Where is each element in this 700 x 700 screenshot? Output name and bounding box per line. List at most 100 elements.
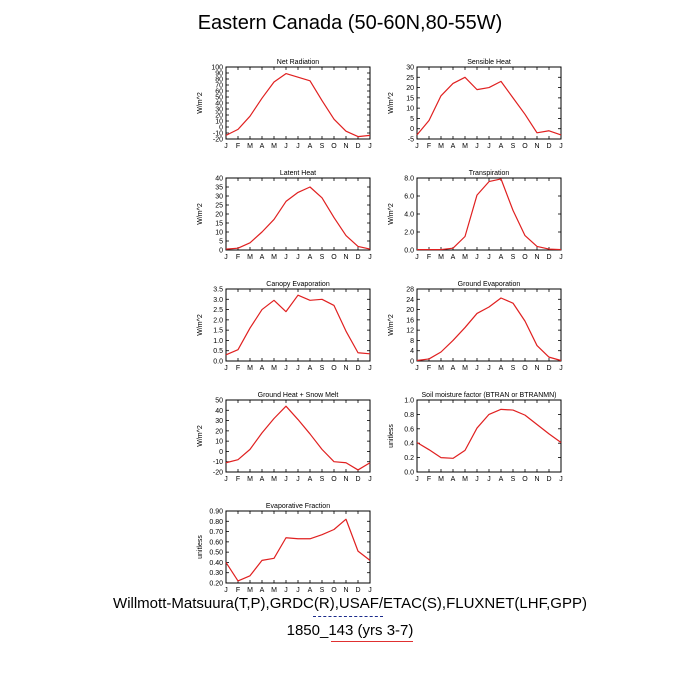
chart-title: Sensible Heat	[467, 59, 511, 66]
chart-title: Ground Heat + Snow Melt	[258, 392, 339, 399]
y-tick-label: 3.0	[213, 297, 223, 304]
y-tick-label: 0.40	[209, 560, 223, 567]
x-tick-label: N	[343, 365, 348, 372]
x-tick-label: S	[320, 254, 325, 261]
x-tick-label: F	[236, 476, 240, 483]
y-tick-label: 10	[215, 230, 223, 237]
x-tick-label: J	[224, 476, 228, 483]
x-tick-label: D	[355, 587, 360, 594]
x-tick-label: M	[247, 476, 253, 483]
y-tick-label: 15	[215, 221, 223, 228]
x-tick-label: O	[522, 254, 528, 261]
x-tick-label: J	[559, 365, 563, 372]
x-tick-label: M	[271, 365, 277, 372]
x-tick-label: J	[415, 254, 419, 261]
x-tick-label: O	[331, 587, 337, 594]
y-tick-label: 0	[410, 126, 414, 133]
x-tick-label: J	[368, 476, 372, 483]
y-tick-label: 0.90	[209, 509, 223, 516]
plot-frame	[416, 288, 562, 362]
x-tick-label: S	[511, 365, 516, 372]
y-tick-label: 16	[406, 317, 414, 324]
y-tick-label: 80	[215, 77, 223, 84]
x-tick-label: F	[236, 365, 240, 372]
x-tick-label: J	[415, 476, 419, 483]
y-tick-label: 1.0	[404, 398, 414, 405]
x-tick-label: N	[343, 587, 348, 594]
x-tick-label: J	[368, 365, 372, 372]
x-tick-label: M	[462, 365, 468, 372]
x-tick-label: J	[296, 476, 300, 483]
y-tick-label: 2.5	[213, 307, 223, 314]
y-tick-label: -5	[408, 137, 414, 144]
plot-frame	[225, 288, 371, 362]
x-tick-label: J	[296, 587, 300, 594]
x-tick-label: J	[415, 365, 419, 372]
y-axis-label: W/m^2	[197, 92, 204, 114]
y-tick-label: 30	[215, 107, 223, 114]
x-tick-label: J	[224, 587, 228, 594]
y-tick-label: 10	[406, 106, 414, 113]
x-tick-label: N	[343, 143, 348, 150]
y-tick-label: 20	[406, 85, 414, 92]
x-tick-label: A	[260, 365, 265, 372]
x-tick-label: J	[284, 143, 288, 150]
x-tick-label: O	[331, 143, 337, 150]
x-tick-label: D	[546, 365, 551, 372]
y-tick-label: 8	[410, 338, 414, 345]
x-tick-label: D	[355, 143, 360, 150]
y-tick-label: 15	[406, 95, 414, 102]
x-tick-label: M	[462, 254, 468, 261]
y-tick-label: 2.0	[404, 230, 414, 237]
x-tick-label: J	[284, 587, 288, 594]
x-tick-label: M	[438, 476, 444, 483]
x-tick-label: J	[559, 476, 563, 483]
x-tick-label: D	[546, 476, 551, 483]
y-tick-label: 0.0	[404, 248, 414, 255]
y-tick-label: 0	[219, 248, 223, 255]
y-tick-label: 28	[406, 287, 414, 294]
x-tick-label: F	[427, 143, 431, 150]
x-tick-label: A	[308, 254, 313, 261]
y-tick-label: 0.0	[404, 470, 414, 477]
x-tick-label: O	[522, 476, 528, 483]
x-tick-label: S	[320, 143, 325, 150]
x-tick-label: J	[487, 143, 491, 150]
y-axis-label: W/m^2	[388, 314, 395, 336]
x-tick-label: A	[499, 143, 504, 150]
data-source-label: Willmott-Matsuura(T,P),GRDC(R),USAF/ETAC…	[113, 595, 587, 612]
plot-area: Evaporative Fraction 0.20 0.30 0.40 0.50 0.60…	[197, 503, 372, 594]
y-tick-label: 30	[406, 65, 414, 72]
x-tick-label: J	[487, 365, 491, 372]
x-tick-label: A	[451, 254, 456, 261]
x-tick-label: A	[308, 365, 313, 372]
x-tick-label: O	[522, 143, 528, 150]
x-tick-label: J	[475, 476, 479, 483]
x-tick-label: J	[559, 143, 563, 150]
y-axis-label: unitless	[388, 424, 395, 448]
x-tick-label: F	[236, 254, 240, 261]
y-axis-label: W/m^2	[197, 203, 204, 225]
y-tick-label: 90	[215, 71, 223, 78]
x-tick-label: M	[271, 254, 277, 261]
x-tick-label: D	[355, 365, 360, 372]
x-tick-label: J	[368, 143, 372, 150]
x-tick-label: M	[271, 476, 277, 483]
plot-frame	[225, 177, 371, 251]
x-tick-label: J	[224, 365, 228, 372]
y-tick-label: -10	[213, 131, 223, 138]
y-tick-label: 0.20	[209, 581, 223, 588]
y-tick-label: 70	[215, 83, 223, 90]
x-tick-label: O	[331, 365, 337, 372]
x-tick-label: A	[499, 365, 504, 372]
y-tick-label: 30	[215, 194, 223, 201]
x-tick-label: A	[308, 143, 313, 150]
chart-net-radiation: Net Radiation -20-10010203040506070809010…	[197, 59, 372, 150]
series-line	[416, 408, 562, 459]
x-tick-label: J	[284, 254, 288, 261]
chart-evaporative-fraction: Evaporative Fraction 0.20 0.30 0.40 0.50 0.60…	[197, 503, 372, 594]
